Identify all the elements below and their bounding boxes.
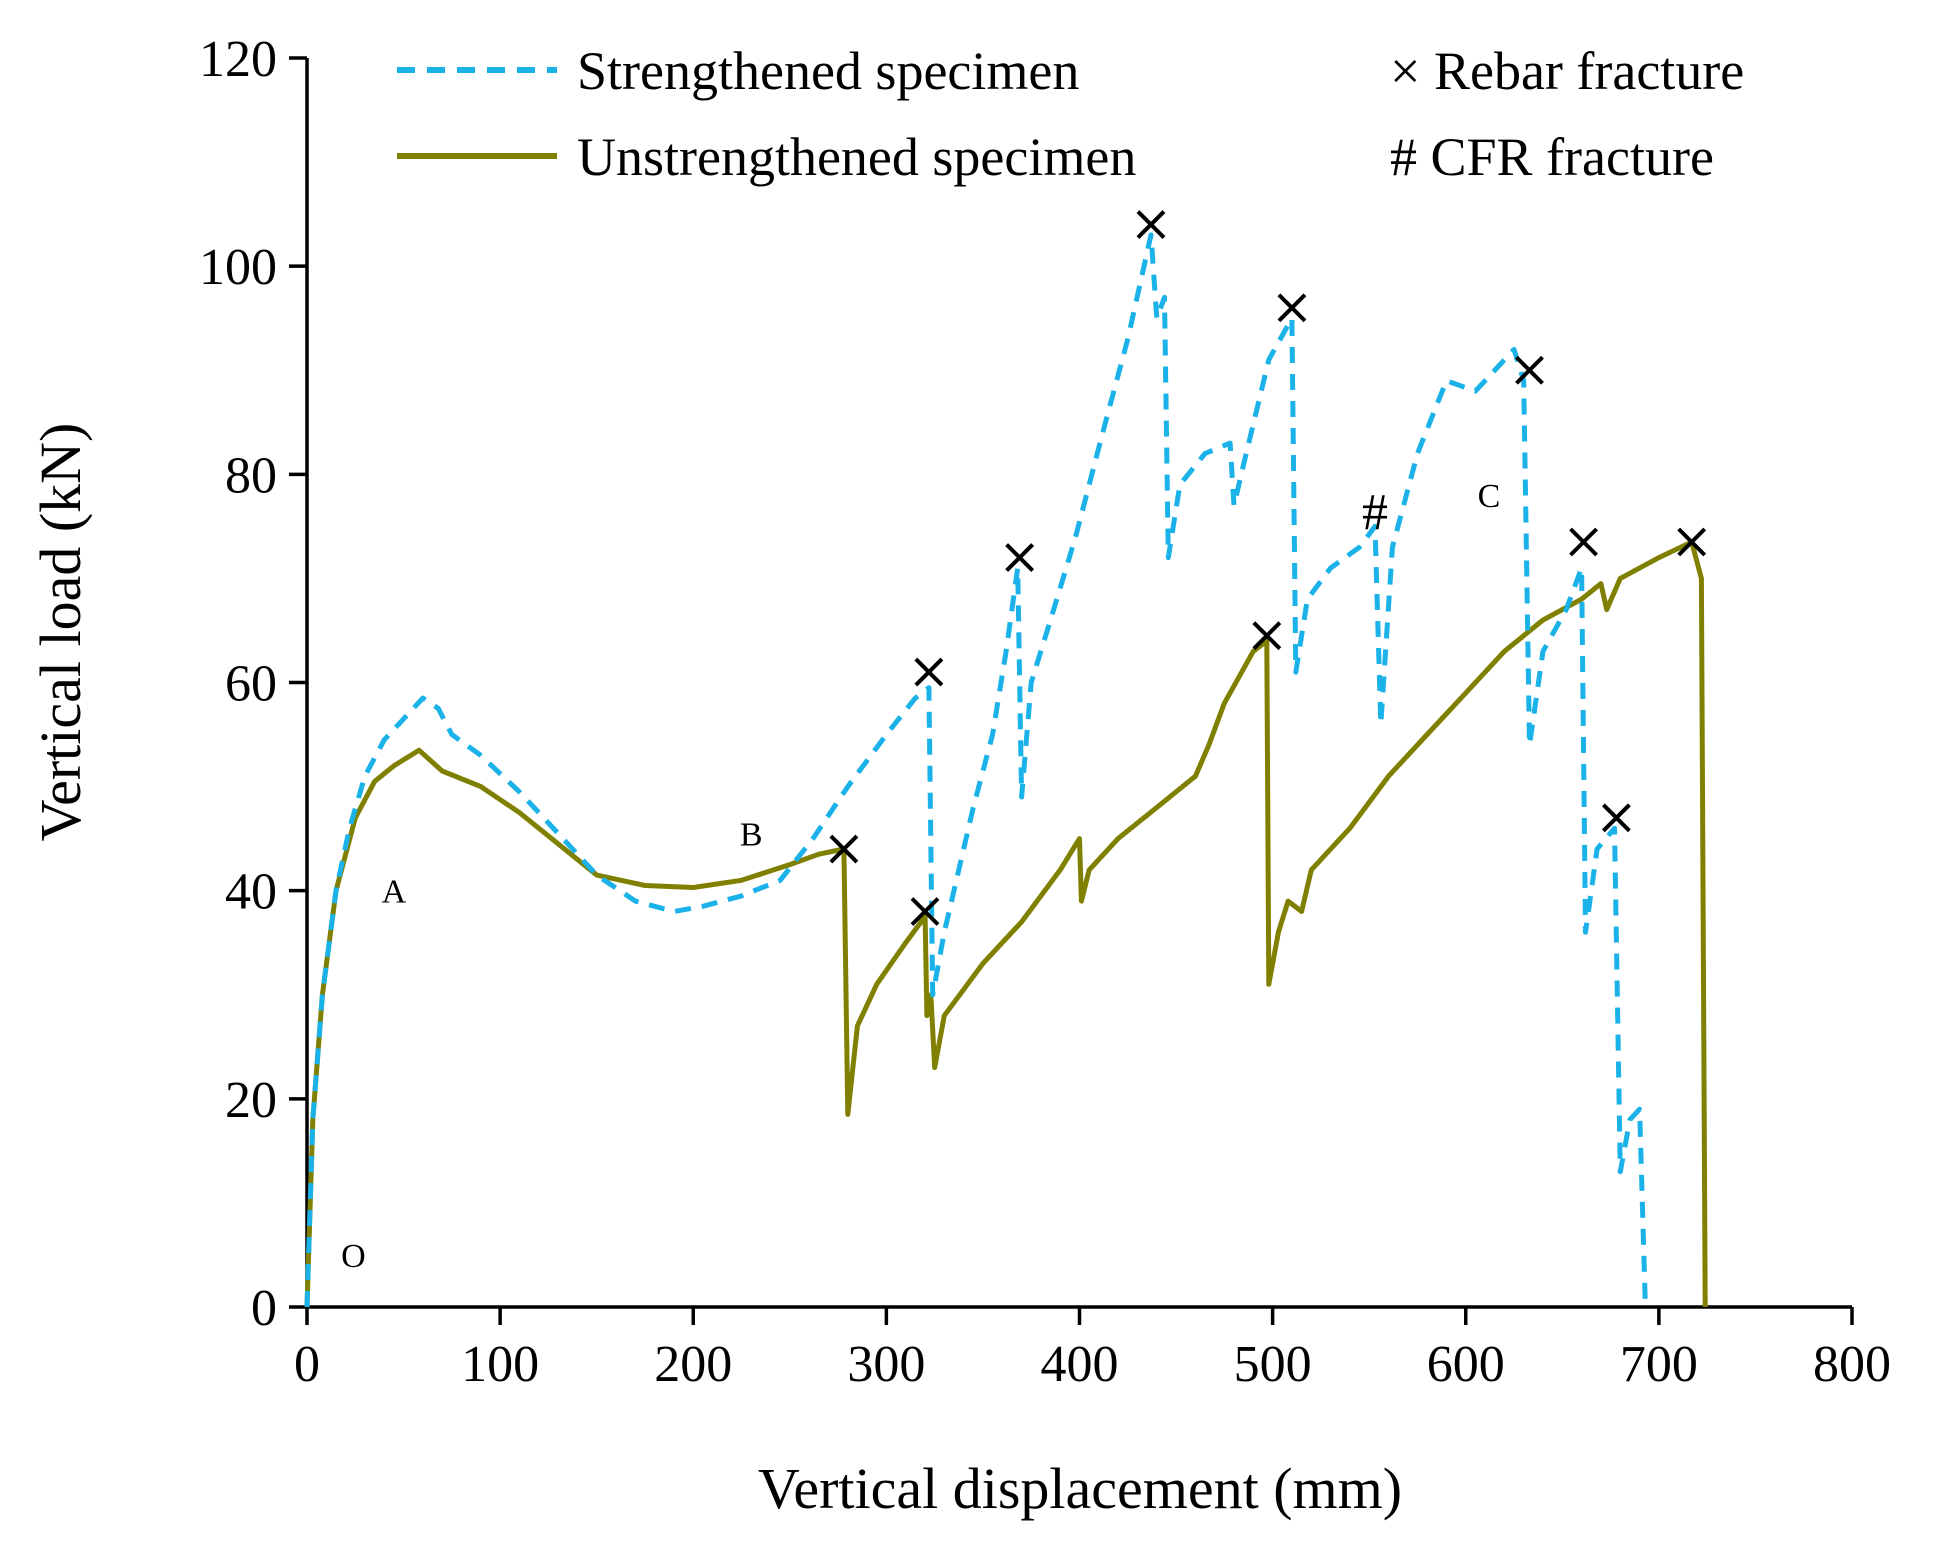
- series-line-unstrengthened: [304, 539, 1708, 1308]
- rebar-fracture-marker: [1136, 210, 1166, 239]
- annotation-layer: O A B C: [341, 478, 1500, 1275]
- x-tick-label: 200: [654, 1336, 732, 1393]
- marker-layer: #: [829, 210, 1707, 926]
- point-annotation: A: [382, 874, 407, 911]
- x-tick-label: 800: [1813, 1336, 1891, 1393]
- legend-label-rebar-fracture: × Rebar fracture: [1390, 41, 1744, 101]
- y-tick-label: 80: [225, 447, 277, 504]
- x-ticks: 0 100 200 300 400 500 600 700 800: [294, 1307, 1891, 1393]
- series-layer: [304, 232, 1708, 1308]
- y-tick-label: 100: [199, 239, 277, 296]
- x-tick-label: 600: [1427, 1336, 1505, 1393]
- x-tick-label: 700: [1620, 1336, 1698, 1393]
- y-ticks: 0 20 40 60 80 100 120: [199, 31, 307, 1337]
- series-line-strengthened: [304, 232, 1648, 1308]
- y-axis-title: Vertical load (kN): [28, 423, 93, 842]
- y-tick-label: 120: [199, 31, 277, 88]
- rebar-fracture-marker: [829, 834, 859, 864]
- y-tick-label: 0: [251, 1280, 277, 1337]
- rebar-fracture-marker: [1005, 543, 1035, 573]
- rebar-fracture-marker: [1515, 355, 1544, 385]
- rebar-fracture-marker: [1601, 803, 1631, 833]
- rebar-fracture-marker: [910, 897, 940, 926]
- legend-label-strengthened: Strengthened specimen: [577, 41, 1079, 101]
- x-tick-label: 300: [847, 1336, 925, 1393]
- rebar-fracture-marker: [1677, 527, 1707, 557]
- rebar-fracture-marker: [1569, 527, 1598, 557]
- x-axis-title: Vertical displacement (mm): [758, 1456, 1402, 1521]
- y-tick-label: 20: [225, 1072, 277, 1129]
- legend-label-unstrengthened: Unstrengthened specimen: [577, 127, 1136, 187]
- rebar-fracture-marker: [1277, 293, 1307, 323]
- y-tick-label: 60: [225, 656, 277, 713]
- x-tick-label: 400: [1041, 1336, 1119, 1393]
- point-annotation: C: [1478, 478, 1501, 515]
- x-tick-label: 100: [461, 1336, 539, 1393]
- rebar-fracture-marker: [1252, 621, 1282, 651]
- point-annotation: B: [740, 816, 763, 853]
- legend-label-cfr-fracture: # CFR fracture: [1390, 127, 1714, 187]
- rebar-fracture-marker: [914, 657, 944, 687]
- cfr-fracture-marker: #: [1362, 484, 1388, 541]
- point-annotation: O: [341, 1238, 366, 1275]
- y-tick-label: 40: [225, 864, 277, 921]
- legend: Strengthened specimen Unstrengthened spe…: [397, 41, 1744, 187]
- x-tick-label: 0: [294, 1336, 320, 1393]
- x-tick-label: 500: [1234, 1336, 1312, 1393]
